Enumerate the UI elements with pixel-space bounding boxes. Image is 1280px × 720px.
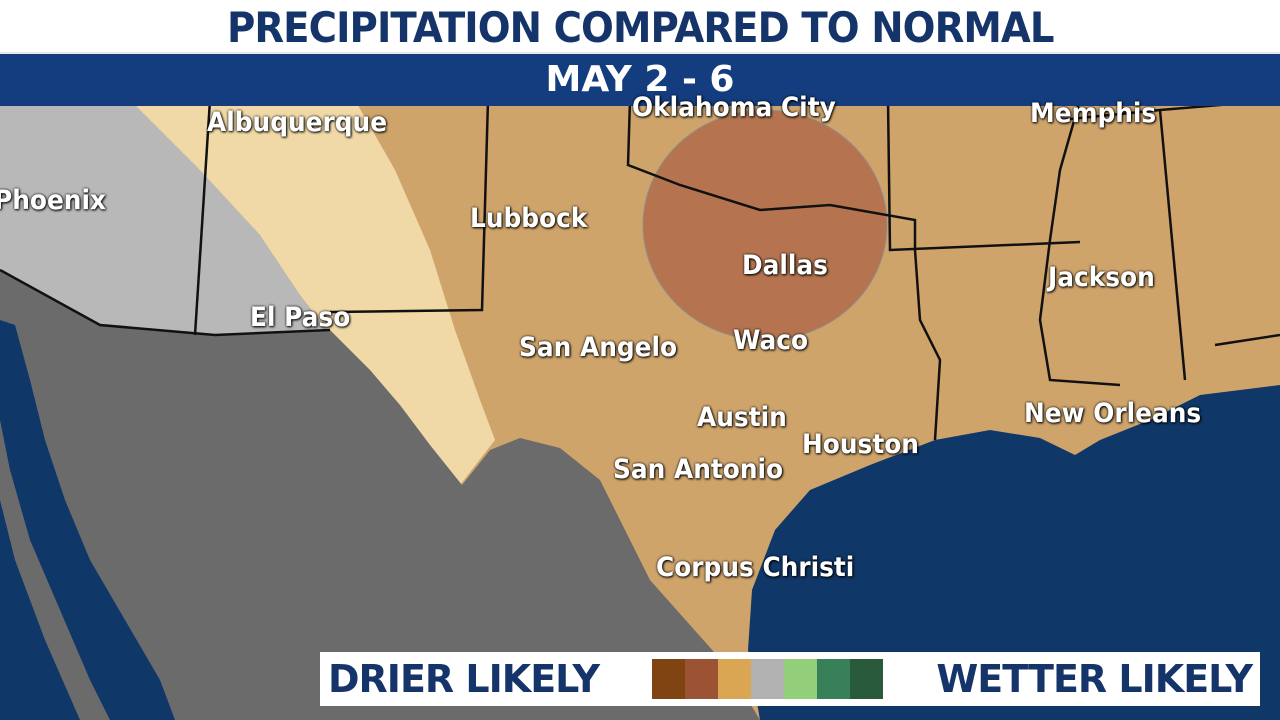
city-label: Austin [697, 402, 787, 433]
legend-swatch [685, 659, 719, 699]
mexico [0, 270, 760, 720]
legend-swatch [817, 659, 851, 699]
city-label: El Paso [250, 302, 351, 333]
subtitle-band: MAY 2 - 6 [0, 52, 1280, 106]
legend-swatch [718, 659, 752, 699]
city-label: Lubbock [470, 203, 588, 234]
city-label: Waco [733, 325, 809, 356]
city-label: San Angelo [519, 332, 678, 363]
legend: DRIER LIKELY WETTER LIKELY [320, 652, 1260, 706]
date-range: MAY 2 - 6 [545, 59, 735, 100]
city-label: Phoenix [0, 185, 107, 216]
legend-wetter-label: WETTER LIKELY [936, 657, 1253, 701]
gulf-of-mexico [748, 385, 1280, 720]
city-label: Corpus Christi [656, 552, 855, 583]
legend-swatch [784, 659, 818, 699]
city-label: Oklahoma City [632, 92, 836, 123]
city-label: Jackson [1048, 262, 1155, 293]
drier-region-dallas [642, 109, 888, 341]
city-label: Memphis [1030, 98, 1157, 129]
legend-drier-label: DRIER LIKELY [328, 657, 600, 701]
city-label: Houston [802, 429, 919, 460]
near-normal-region [0, 100, 335, 340]
legend-swatch [652, 659, 686, 699]
legend-color-scale [652, 659, 884, 699]
city-label: San Antonio [613, 454, 784, 485]
legend-swatch [850, 659, 884, 699]
title-band: PRECIPITATION COMPARED TO NORMAL [0, 0, 1280, 52]
legend-swatch [751, 659, 785, 699]
map-title: PRECIPITATION COMPARED TO NORMAL [226, 3, 1055, 52]
city-label: Dallas [742, 250, 828, 281]
slightly-dry-region [130, 100, 495, 485]
baja-peninsula [0, 420, 110, 720]
city-label: New Orleans [1024, 398, 1202, 429]
city-label: Albuquerque [207, 107, 388, 138]
